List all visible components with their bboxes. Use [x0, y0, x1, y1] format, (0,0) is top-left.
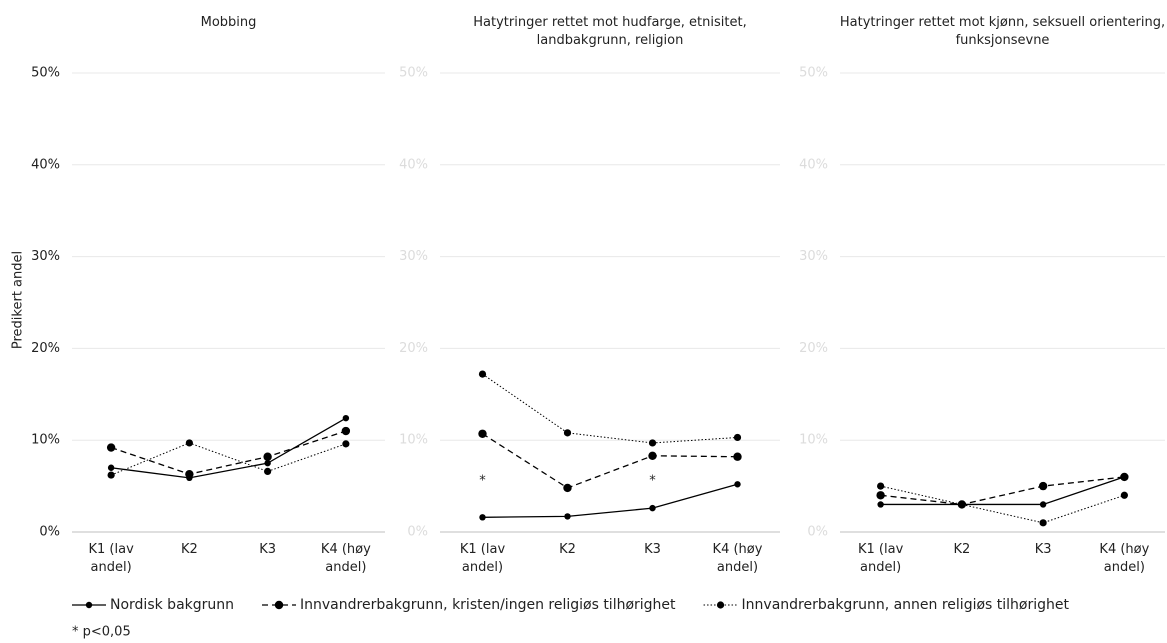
- y-tick-label: 20%: [31, 341, 60, 356]
- significance-marker: *: [479, 474, 486, 489]
- series-line: [111, 417, 347, 479]
- x-tick-label-box: K2: [953, 542, 971, 557]
- y-tick-label: 20%: [799, 341, 828, 356]
- y-axis-label: Predikert andel: [11, 251, 26, 349]
- data-point: [648, 451, 657, 461]
- y-tick-label: 0%: [807, 525, 828, 540]
- x-tick-label-box: K3: [644, 542, 661, 557]
- data-point: [478, 429, 487, 438]
- x-tick-label: K2: [953, 542, 971, 557]
- data-point: [733, 433, 742, 442]
- legend-label: Innvandrerbakgrunn, annen religiøs tilhø…: [742, 597, 1070, 613]
- y-tick-label: 30%: [399, 249, 428, 264]
- panel-title: Mobbing: [200, 15, 257, 30]
- panel-title: Hatytringer rettet mot hudfarge, etnisit…: [473, 15, 747, 48]
- data-point: [1039, 501, 1047, 508]
- y-tick-label: 50%: [399, 66, 428, 81]
- x-tick-label-box: K1 (lav andel): [857, 542, 904, 575]
- x-tick-label: K1 (lav andel): [459, 542, 506, 575]
- y-tick-label: 10%: [799, 433, 828, 448]
- data-point: [877, 501, 884, 508]
- series-line: [880, 476, 1125, 506]
- data-point: [648, 439, 657, 447]
- y-tick-label: 0%: [407, 525, 428, 540]
- panel-title-box: Hatytringer rettet mot kjønn, seksuell o…: [839, 15, 1166, 48]
- data-point: [341, 426, 351, 436]
- data-point: [958, 500, 966, 509]
- y-tick-label: 40%: [399, 157, 428, 172]
- data-point: [106, 443, 116, 452]
- x-tick-label: K4 (høy andel): [1099, 542, 1150, 575]
- x-tick-label: K4 (høy andel): [712, 542, 763, 575]
- x-tick-label-box: K2: [559, 542, 576, 557]
- data-point: [876, 491, 885, 500]
- y-tick-label: 20%: [399, 341, 428, 356]
- data-point: [185, 469, 194, 479]
- x-tick-label-box: K3: [259, 542, 277, 557]
- series-line: [110, 430, 347, 475]
- data-point: [479, 514, 486, 521]
- y-tick-label: 40%: [31, 157, 60, 172]
- data-point: [342, 414, 350, 422]
- series-line: [880, 476, 1125, 506]
- y-tick-label: 0%: [39, 525, 60, 540]
- data-point: [342, 440, 350, 448]
- legend-marker: [85, 601, 93, 609]
- significance-marker: *: [649, 474, 656, 489]
- x-tick-label-box: K4 (høy andel): [712, 542, 763, 575]
- legend-label: Innvandrerbakgrunn, kristen/ingen religi…: [300, 597, 676, 613]
- data-point: [564, 513, 571, 520]
- x-tick-label-box: K4 (høy andel): [320, 542, 371, 575]
- data-point: [877, 482, 885, 490]
- panel-title-box: Mobbing: [200, 15, 257, 30]
- x-tick-label: K3: [644, 542, 661, 557]
- legend-marker: [716, 601, 725, 609]
- x-tick-label: K3: [259, 542, 277, 557]
- series-line: [110, 442, 347, 476]
- y-tick-label: 30%: [31, 249, 60, 264]
- data-point: [734, 481, 741, 488]
- data-point: [107, 471, 115, 479]
- x-tick-label: K2: [180, 542, 198, 557]
- data-point: [185, 439, 193, 447]
- x-tick-label: K2: [559, 542, 576, 557]
- data-point: [733, 452, 742, 461]
- y-tick-label: 10%: [31, 433, 60, 448]
- panel-title-box: Hatytringer rettet mot hudfarge, etnisit…: [473, 15, 747, 48]
- data-point: [563, 483, 572, 493]
- data-point: [1120, 472, 1129, 482]
- y-tick-label: 50%: [799, 66, 828, 81]
- x-tick-label-box: K1 (lav andel): [459, 542, 506, 575]
- data-point: [264, 467, 272, 476]
- legend-marker: [274, 600, 284, 610]
- y-tick-label: 40%: [799, 157, 828, 172]
- x-tick-label-box: K2: [180, 542, 198, 557]
- series-line: [482, 373, 738, 444]
- x-tick-label-box: K4 (høy andel): [1099, 542, 1150, 575]
- x-tick-label-box: K3: [1034, 542, 1052, 557]
- data-point: [107, 464, 115, 471]
- footnote: * p<0,05: [72, 625, 131, 640]
- y-tick-label: 10%: [399, 433, 428, 448]
- x-tick-label: K4 (høy andel): [320, 542, 371, 575]
- y-tick-label: 30%: [799, 249, 828, 264]
- series-line: [482, 483, 738, 518]
- panel-title: Hatytringer rettet mot kjønn, seksuell o…: [839, 15, 1166, 48]
- data-point: [263, 452, 272, 461]
- x-tick-label: K3: [1034, 542, 1052, 557]
- legend-label: Nordisk bakgrunn: [110, 597, 234, 613]
- x-tick-label: K1 (lav andel): [857, 542, 904, 575]
- x-tick-label: K1 (lav andel): [88, 542, 134, 575]
- y-tick-label: 50%: [31, 66, 60, 81]
- data-point: [478, 370, 487, 378]
- data-point: [1038, 481, 1048, 491]
- data-point: [1120, 491, 1128, 499]
- data-point: [1039, 519, 1047, 527]
- series-line: [482, 433, 738, 489]
- data-point: [264, 459, 271, 467]
- data-point: [563, 429, 572, 437]
- data-point: [649, 504, 656, 512]
- x-tick-label-box: K1 (lav andel): [88, 542, 134, 575]
